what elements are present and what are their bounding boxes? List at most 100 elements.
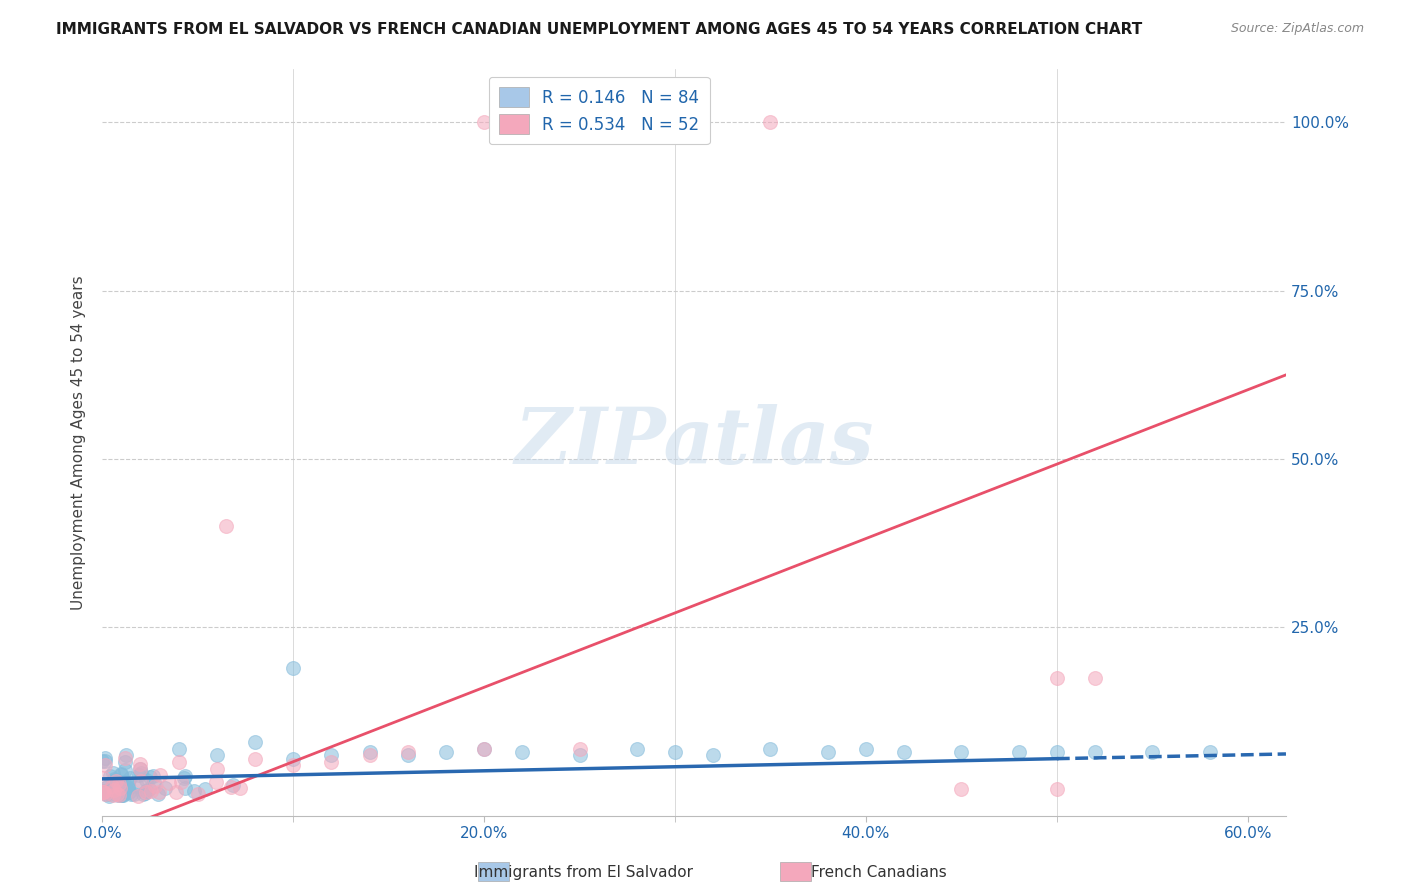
Point <box>434 745 457 759</box>
Point <box>107 781 129 796</box>
Point <box>101 765 124 780</box>
Point <box>359 745 381 759</box>
Point <box>100 787 122 801</box>
Point <box>702 748 724 763</box>
Point <box>129 762 152 776</box>
Point <box>132 787 155 801</box>
Point <box>112 778 135 792</box>
Point <box>93 785 115 799</box>
Point <box>146 787 169 801</box>
Text: ZIPatlas: ZIPatlas <box>515 404 873 481</box>
Point <box>107 777 129 791</box>
Point <box>950 781 973 796</box>
Text: French Canadians: French Canadians <box>811 865 946 880</box>
Point <box>281 752 304 766</box>
Point <box>129 762 152 776</box>
Point <box>173 772 195 786</box>
Text: Source: ZipAtlas.com: Source: ZipAtlas.com <box>1230 22 1364 36</box>
Point <box>96 780 118 794</box>
Point <box>157 776 180 790</box>
Point <box>112 775 135 789</box>
Point <box>759 115 782 129</box>
Point <box>173 780 195 795</box>
Point <box>115 748 138 763</box>
Point <box>134 785 156 799</box>
Point <box>118 785 141 799</box>
Point <box>568 741 591 756</box>
Point <box>359 748 381 763</box>
Point <box>117 777 139 791</box>
Point <box>91 754 114 768</box>
Point <box>321 755 343 769</box>
Point <box>117 781 139 796</box>
Point <box>568 748 591 763</box>
Point <box>228 780 250 795</box>
Point <box>664 745 686 759</box>
Point <box>103 775 125 789</box>
Point <box>396 745 419 759</box>
Point <box>219 780 242 794</box>
Point <box>1084 671 1107 685</box>
Point <box>135 772 157 787</box>
Point <box>114 755 136 769</box>
Point <box>107 784 129 798</box>
Point <box>135 784 157 798</box>
Point <box>111 783 134 797</box>
Y-axis label: Unemployment Among Ages 45 to 54 years: Unemployment Among Ages 45 to 54 years <box>72 275 86 609</box>
Legend: R = 0.146   N = 84, R = 0.534   N = 52: R = 0.146 N = 84, R = 0.534 N = 52 <box>489 77 710 145</box>
Point <box>205 762 228 776</box>
Point <box>107 785 129 799</box>
Point <box>117 775 139 789</box>
Point <box>1046 781 1069 796</box>
Point <box>103 783 125 797</box>
Point <box>243 752 266 766</box>
Point <box>167 755 190 769</box>
Point <box>855 741 877 756</box>
Point <box>170 775 193 789</box>
Point <box>281 758 304 772</box>
Point <box>120 787 142 801</box>
Point <box>118 771 141 785</box>
Point <box>205 774 228 789</box>
Point <box>115 780 138 795</box>
Point <box>110 788 132 802</box>
Point <box>139 771 162 785</box>
Text: Immigrants from El Salvador: Immigrants from El Salvador <box>474 865 693 880</box>
Point <box>950 745 973 759</box>
Point <box>100 779 122 793</box>
Point <box>104 774 127 789</box>
Point <box>94 751 117 765</box>
Point <box>149 768 172 782</box>
Point <box>626 741 648 756</box>
Point <box>129 766 152 780</box>
Point <box>166 785 188 799</box>
Point <box>108 788 131 802</box>
Point <box>194 782 217 797</box>
Point <box>100 781 122 796</box>
Point <box>104 773 127 788</box>
Point <box>143 779 166 793</box>
Point <box>1198 745 1220 759</box>
Point <box>108 781 131 796</box>
Point <box>103 772 125 787</box>
Point <box>281 661 304 675</box>
Point <box>110 767 132 781</box>
Point <box>1046 745 1069 759</box>
Point <box>105 783 128 797</box>
Point <box>131 773 153 788</box>
Point <box>153 780 176 795</box>
Point <box>94 787 117 801</box>
Point <box>396 748 419 763</box>
Point <box>139 784 162 798</box>
Point <box>148 785 170 799</box>
Point <box>111 788 134 802</box>
Point <box>472 115 495 129</box>
Point <box>321 748 343 763</box>
Point <box>125 779 148 793</box>
Point <box>187 788 209 802</box>
Point <box>472 741 495 756</box>
Point <box>141 769 163 783</box>
Point <box>128 768 150 782</box>
Point <box>1046 671 1069 685</box>
Point <box>205 748 228 763</box>
